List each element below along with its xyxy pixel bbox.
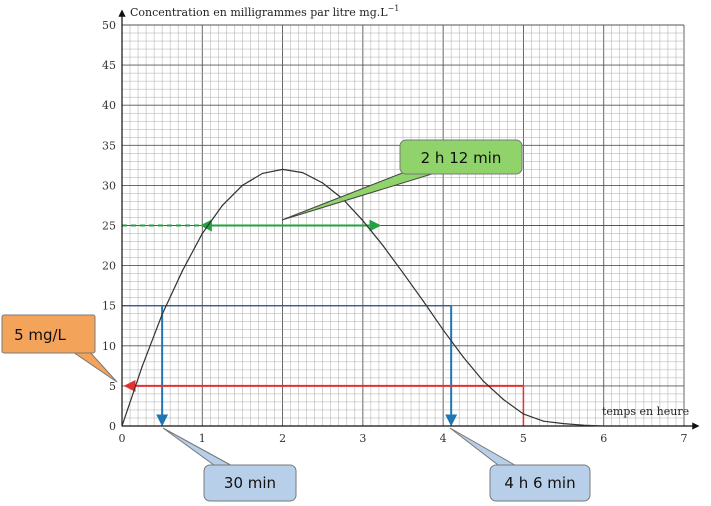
y-tick-label: 25 <box>102 220 116 233</box>
curve-layer <box>121 168 605 427</box>
callout-5mgL-label: 5 mg/L <box>14 326 66 344</box>
x-tick-label: 4 <box>440 432 447 445</box>
x-tick-label: 2 <box>279 432 286 445</box>
curve-point <box>462 356 464 358</box>
curve-point <box>482 380 484 382</box>
callout-pointers <box>68 167 522 469</box>
x-tick-label: 1 <box>199 432 206 445</box>
y-tick-label: 15 <box>102 300 116 313</box>
callout-2h12min: 2 h 12 min <box>399 139 523 175</box>
curve-point <box>502 398 504 401</box>
reference-lines <box>122 219 525 427</box>
curve-point <box>603 425 605 427</box>
curve-point <box>442 329 444 331</box>
callout-2h12min-pointer <box>281 167 434 221</box>
callout-2h12min-label: 2 h 12 min <box>421 149 502 167</box>
y-tick-label: 0 <box>109 420 116 433</box>
y-tick-label: 20 <box>102 260 116 273</box>
curve-point <box>161 313 163 316</box>
x-tick-label: 3 <box>359 432 366 445</box>
curve-point <box>382 244 384 247</box>
curve-point <box>402 272 404 274</box>
y-tick-label: 30 <box>102 179 116 192</box>
x-tick-label: 7 <box>681 432 688 445</box>
curve-point <box>221 204 223 207</box>
y-tick-label: 35 <box>102 139 116 152</box>
callout-30min: 30 min <box>203 464 297 502</box>
curve-point <box>542 420 545 422</box>
x-tick-label: 5 <box>520 432 527 445</box>
callout-4h6min-pointer <box>449 427 522 469</box>
curve-point <box>302 171 304 174</box>
y-tick-label: 45 <box>102 59 116 72</box>
curve-point <box>522 413 525 415</box>
curve-point <box>422 300 424 302</box>
x-tick-label: 0 <box>119 432 126 445</box>
curve-point <box>281 168 284 170</box>
curve-point <box>241 184 244 186</box>
y-tick-label: 50 <box>102 19 116 32</box>
x-tick-label: 6 <box>600 432 607 445</box>
curve-point <box>201 232 203 235</box>
callout-5mgL-pointer <box>68 349 118 383</box>
curve-point <box>322 182 324 184</box>
callout-5mgL: 5 mg/L <box>1 314 96 354</box>
curve-point <box>261 172 264 174</box>
curve-point <box>362 220 364 222</box>
y-axis-label: Concentration en milligrammes par litre … <box>130 4 399 19</box>
curve-point <box>141 366 143 368</box>
curve-point <box>562 422 565 425</box>
callout-30min-label: 30 min <box>224 474 276 492</box>
y-tick-label: 5 <box>109 380 116 393</box>
curve-point <box>583 424 585 426</box>
curve-point <box>121 425 123 427</box>
y-tick-label: 10 <box>102 340 116 353</box>
callout-4h6min: 4 h 6 min <box>489 464 591 502</box>
y-tick-label: 40 <box>102 99 116 112</box>
curve-point <box>181 270 183 272</box>
x-axis-label: temps en heure <box>602 405 689 418</box>
callout-4h6min-label: 4 h 6 min <box>504 474 575 492</box>
